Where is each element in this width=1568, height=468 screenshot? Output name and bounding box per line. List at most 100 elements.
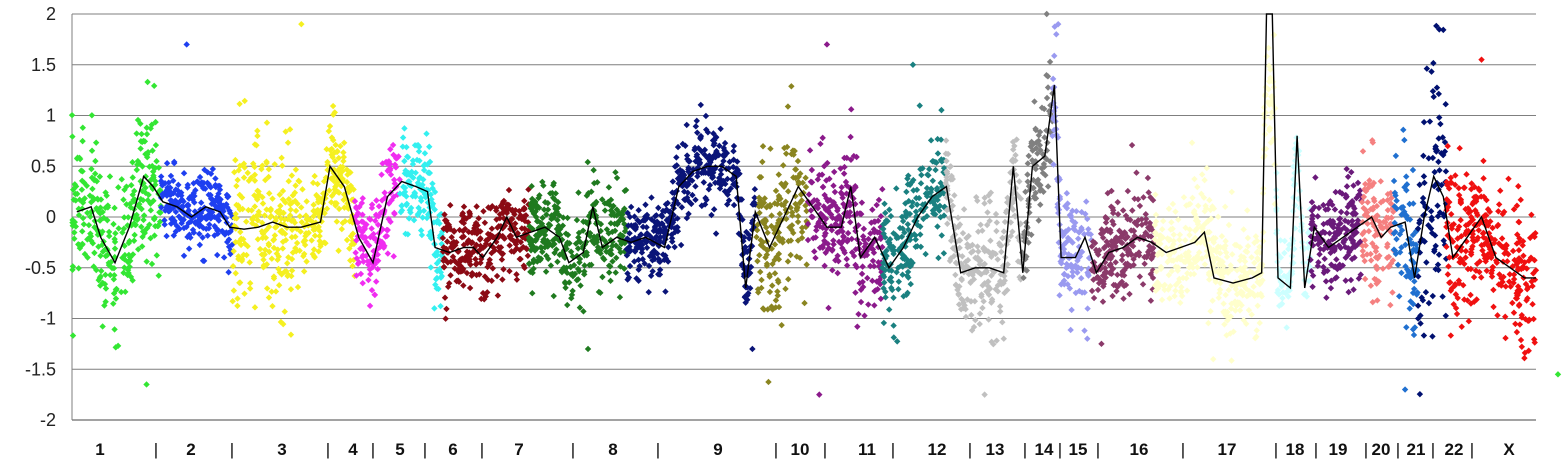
data-point [562, 230, 570, 237]
data-point [263, 159, 270, 167]
data-point [522, 212, 530, 219]
data-point [212, 175, 219, 182]
data-point [234, 295, 241, 302]
data-point [460, 241, 468, 249]
data-point [354, 260, 362, 268]
data-point [417, 227, 425, 234]
data-point [211, 222, 218, 230]
data-point [1113, 287, 1120, 295]
chromosome-separator: | [1364, 440, 1368, 459]
data-point [463, 215, 470, 222]
data-point [112, 344, 119, 351]
data-point [521, 217, 529, 225]
data-point [220, 208, 227, 215]
data-point [328, 192, 336, 200]
data-point [546, 222, 554, 229]
data-point [1124, 187, 1132, 195]
data-point [237, 228, 244, 236]
data-point [258, 228, 266, 235]
data-point [352, 249, 359, 256]
data-point [830, 237, 837, 244]
data-point [979, 304, 986, 312]
data-point [418, 231, 426, 239]
data-point [220, 202, 227, 209]
data-point [139, 180, 146, 188]
data-point [510, 248, 518, 255]
data-point [772, 187, 780, 195]
data-point [458, 234, 466, 241]
data-point [251, 171, 259, 179]
data-point [1505, 175, 1512, 182]
data-point [375, 203, 383, 210]
data-point [120, 269, 127, 277]
data-point [119, 229, 126, 236]
data-point [1515, 247, 1523, 254]
data-point [895, 278, 902, 285]
data-point [397, 208, 405, 216]
data-point [115, 225, 122, 232]
data-point [784, 103, 792, 110]
data-point [1490, 303, 1497, 311]
data-point [780, 162, 787, 169]
data-point [405, 169, 412, 177]
data-point [433, 285, 440, 292]
data-point [785, 276, 792, 283]
data-point [830, 182, 837, 189]
data-point [69, 133, 76, 140]
data-point [431, 206, 438, 213]
data-point [561, 266, 569, 274]
data-point [346, 245, 353, 252]
data-point [521, 197, 528, 205]
data-point [562, 284, 569, 291]
data-point [134, 216, 141, 223]
data-point [254, 127, 261, 135]
data-point [236, 191, 243, 199]
data-point [1240, 226, 1247, 233]
data-point [300, 268, 308, 275]
data-point [206, 221, 213, 228]
data-point [1220, 300, 1227, 307]
data-point [1425, 155, 1432, 162]
data-point [111, 204, 118, 212]
data-point [519, 234, 526, 241]
data-point [91, 170, 99, 177]
data-point [674, 143, 682, 151]
data-point [869, 257, 877, 265]
data-point [122, 288, 129, 296]
data-point [583, 238, 590, 246]
data-point [437, 302, 444, 310]
data-point [568, 291, 576, 299]
data-point [98, 267, 105, 275]
data-point [135, 203, 142, 210]
data-point [857, 298, 865, 306]
data-point [259, 234, 266, 242]
data-point [326, 187, 333, 194]
data-point [106, 173, 114, 180]
data-point [262, 234, 270, 241]
data-point [1160, 217, 1167, 225]
data-point [1425, 299, 1433, 307]
data-point [1188, 139, 1196, 146]
data-point [576, 268, 583, 275]
data-point [1396, 293, 1403, 300]
data-point [992, 210, 1000, 218]
data-point [323, 145, 330, 153]
data-point [133, 130, 140, 137]
data-point [88, 147, 96, 154]
data-point [120, 225, 128, 232]
data-point [125, 214, 132, 221]
data-point [702, 112, 710, 120]
data-point [220, 254, 228, 261]
data-point [575, 234, 582, 241]
data-point [360, 234, 367, 242]
data-point [1172, 208, 1179, 215]
data-point [370, 230, 377, 238]
data-point [1114, 198, 1121, 206]
data-point [219, 229, 227, 236]
data-point [442, 245, 450, 253]
data-point [627, 203, 635, 211]
data-point [518, 225, 526, 232]
data-point [97, 204, 104, 211]
data-point [276, 269, 284, 276]
data-point [710, 206, 718, 213]
